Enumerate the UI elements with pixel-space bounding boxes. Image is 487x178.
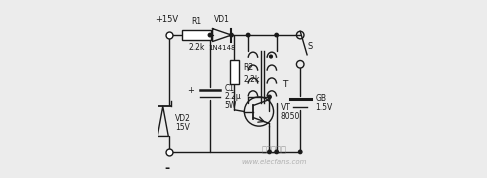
Text: 8050: 8050 <box>281 112 300 121</box>
Text: S: S <box>307 42 312 51</box>
Text: C1: C1 <box>225 84 235 93</box>
Circle shape <box>268 150 271 154</box>
Text: 5W: 5W <box>225 101 237 110</box>
Text: www.elecfans.com: www.elecfans.com <box>242 159 307 165</box>
Text: 2.2k: 2.2k <box>188 43 205 52</box>
Text: 1N4148: 1N4148 <box>208 45 236 51</box>
Bar <box>182 30 211 40</box>
Text: 电子发烧友: 电子发烧友 <box>262 146 287 155</box>
Circle shape <box>246 33 250 37</box>
Bar <box>230 60 239 85</box>
Text: T: T <box>282 80 287 88</box>
Circle shape <box>275 150 279 154</box>
Text: -: - <box>165 162 169 175</box>
Text: VD2: VD2 <box>175 114 191 123</box>
Text: +: + <box>187 86 194 95</box>
Circle shape <box>268 95 271 99</box>
Text: 1.5V: 1.5V <box>316 103 333 112</box>
Circle shape <box>275 33 279 37</box>
Text: VT: VT <box>281 103 290 112</box>
Text: 2.2k: 2.2k <box>244 75 260 84</box>
Circle shape <box>230 33 233 37</box>
Text: R1: R1 <box>191 17 201 26</box>
Text: 2.2μ: 2.2μ <box>225 92 242 101</box>
Text: +15V: +15V <box>155 15 179 24</box>
Text: R2: R2 <box>244 63 254 72</box>
Text: VD1: VD1 <box>214 15 230 24</box>
Text: 15V: 15V <box>175 123 190 132</box>
Text: GB: GB <box>316 94 327 103</box>
Circle shape <box>270 55 272 58</box>
Circle shape <box>208 33 212 37</box>
Circle shape <box>299 150 302 154</box>
